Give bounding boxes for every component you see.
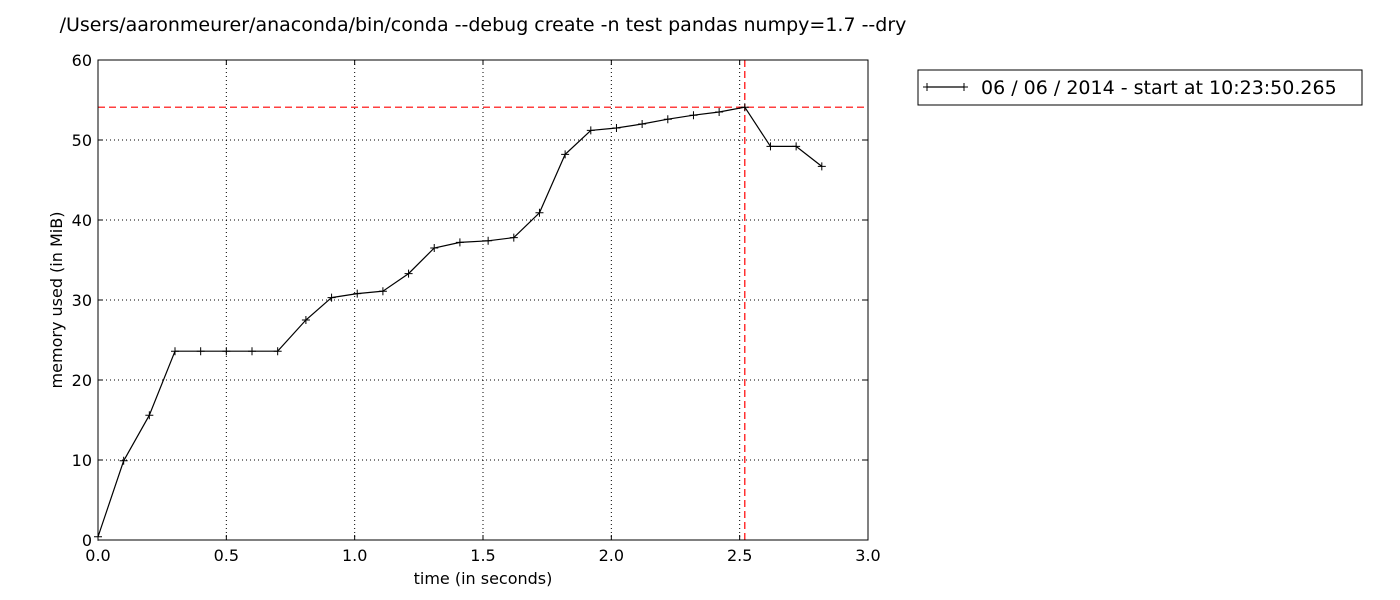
data-point-marker [715, 108, 724, 116]
data-point-marker [145, 411, 154, 420]
y-tick-label: 50 [72, 131, 92, 150]
data-point-marker [353, 289, 362, 298]
data-point-marker [740, 103, 749, 112]
data-point-marker [484, 236, 493, 245]
data-point-marker [455, 238, 464, 247]
legend-marker-end [960, 83, 968, 91]
y-axis-ticks: 0 10 20 30 40 50 60 [72, 51, 868, 550]
data-point-marker [766, 142, 775, 151]
data-point-marker [535, 208, 544, 217]
data-point-marker [273, 347, 282, 356]
x-tick-label: 3.0 [855, 546, 880, 565]
data-point-marker [817, 162, 826, 171]
data-point-marker [792, 142, 801, 151]
data-point-marker [561, 150, 570, 159]
chart-title: /Users/aaronmeurer/anaconda/bin/conda --… [60, 14, 907, 36]
data-point-marker [586, 126, 595, 135]
y-tick-label: 20 [72, 371, 92, 390]
series-line [97, 106, 823, 537]
y-tick-label: 10 [72, 451, 92, 470]
x-axis-label: time (in seconds) [414, 569, 553, 588]
data-point-marker [171, 347, 179, 356]
x-tick-label: 2.5 [727, 546, 752, 565]
data-point-marker [689, 111, 698, 120]
y-axis-label: memory used (in MiB) [47, 212, 66, 389]
y-tick-label: 60 [72, 51, 92, 70]
x-tick-label: 0.5 [214, 546, 239, 565]
data-point-marker [378, 287, 387, 296]
y-tick-label: 0 [82, 531, 92, 550]
grid-lines [98, 60, 868, 540]
data-point-marker [301, 316, 310, 324]
data-point-marker [222, 347, 231, 356]
legend-box [917, 69, 1363, 106]
y-tick-label: 30 [72, 291, 92, 310]
data-point-marker [612, 124, 621, 132]
data-point-marker [404, 269, 413, 278]
x-tick-label: 1.0 [342, 546, 367, 565]
y-tick-label: 40 [72, 211, 92, 230]
series-layer [94, 103, 826, 541]
x-tick-label: 2.0 [599, 546, 624, 565]
legend: 06 / 06 / 2014 - start at 10:23:50.265 [917, 69, 1363, 106]
data-point-marker [663, 115, 672, 124]
data-point-marker [248, 347, 256, 356]
reference-lines [98, 60, 868, 540]
data-point-marker [119, 456, 128, 465]
x-tick-label: 1.5 [470, 546, 495, 565]
data-point-marker [638, 120, 647, 128]
data-point-marker [327, 293, 336, 302]
x-tick-label: 0.0 [85, 546, 110, 565]
data-point-marker [196, 347, 205, 356]
x-axis-ticks: 0.0 0.5 1.0 1.5 2.0 2.5 3.0 [85, 60, 881, 565]
data-point-marker [509, 233, 518, 242]
data-point-marker [430, 244, 439, 252]
legend-entry-label: 06 / 06 / 2014 - start at 10:23:50.265 [981, 77, 1337, 99]
legend-marker-start [923, 83, 931, 91]
